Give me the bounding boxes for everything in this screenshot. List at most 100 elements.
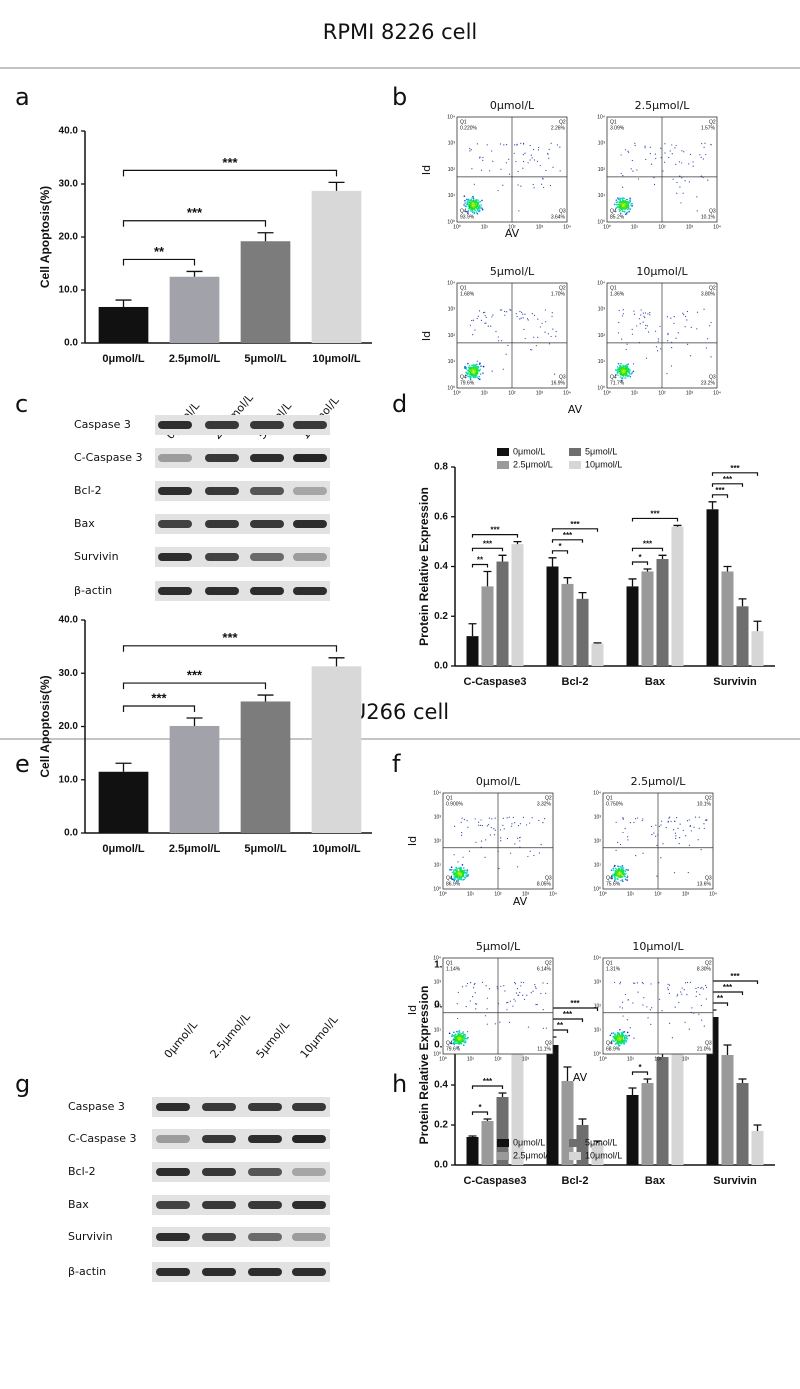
event-dot [469,150,471,152]
y-tick-label: 0.8 [434,1000,448,1011]
event-dot [480,206,482,208]
event-dot [466,198,468,201]
event-dot [646,1006,648,1008]
event-dot [660,824,662,826]
event-dot [704,819,707,821]
event-dot [668,984,671,986]
event-dot [612,869,615,871]
event-dot [612,1032,615,1034]
y-tick-label: 0.6 [434,511,448,522]
event-dot [461,864,464,866]
event-dot [619,364,621,367]
quadrant-value: 10.1% [697,801,712,807]
event-dot [629,197,631,200]
bar [496,1097,509,1165]
event-dot [453,871,455,874]
x-tick-label: 2.5μmol/L [169,843,221,855]
bar [671,526,684,666]
y-tick-label: 20.0 [59,232,79,243]
quadrant-name: Q4 [606,875,613,881]
event-dot [628,210,630,213]
event-dot [508,173,511,175]
event-dot [621,1036,624,1039]
legend-label: 2.5μmol/L [513,1150,553,1160]
event-dot [621,871,623,873]
quadrant-value: 0.220% [460,125,478,131]
x-tick-label: 10² [658,390,666,396]
event-dot [619,983,621,985]
x-tick-label: 10⁰ [603,390,611,396]
event-dot [458,871,461,873]
bar [481,1121,494,1165]
y-tick-label: 0.8 [434,462,448,473]
event-dot [702,158,704,160]
bar [671,1045,684,1165]
event-dot [472,367,475,369]
blot-band [250,454,284,462]
bar [706,509,719,666]
event-dot [618,1039,621,1042]
y-tick-label: 10⁰ [447,385,455,391]
event-dot [461,832,463,834]
event-dot [626,1019,628,1021]
event-dot [617,198,620,201]
event-dot [491,150,493,152]
event-dot [614,869,617,872]
event-dot [628,151,630,153]
event-dot [519,310,521,313]
event-dot [621,210,624,213]
event-dot [622,1031,625,1034]
quadrant-name: Q1 [460,119,467,125]
event-dot [642,312,644,314]
event-dot [681,993,683,995]
event-dot [506,1002,508,1004]
event-dot [654,330,657,332]
row-label: Caspase 3 [68,1100,125,1113]
event-dot [509,1000,511,1002]
event-dot [552,166,554,168]
event-dot [486,144,488,146]
event-dot [658,998,661,1000]
event-dot [516,315,518,318]
event-dot [463,1038,466,1040]
blot-band [156,1135,190,1143]
event-dot [500,985,502,987]
x-tick-label: 10⁴ [709,891,717,897]
event-dot [622,831,624,834]
event-dot [689,355,692,357]
event-dot [522,167,524,169]
event-dot [624,1039,627,1042]
event-dot [545,1027,547,1029]
event-dot [486,997,489,999]
x-tick-label: 10³ [522,1056,530,1062]
blot-band [292,1103,326,1111]
event-dot [466,820,468,822]
quadrant-name: Q2 [545,795,552,801]
event-dot [641,981,643,984]
event-dot [614,867,617,870]
blot-band [292,1268,326,1276]
event-dot [622,869,625,872]
event-dot [468,375,471,378]
x-tick-label: 10¹ [467,1056,475,1062]
event-dot [627,839,629,841]
event-dot [697,986,699,989]
legend-swatch [569,461,581,469]
event-dot [542,186,545,189]
event-dot [472,364,475,367]
blot-band [158,587,192,595]
event-dot [625,868,628,871]
event-dot [521,311,523,313]
event-dot [670,820,672,822]
event-dot [467,212,469,215]
event-dot [463,878,465,881]
event-dot [464,199,466,202]
event-dot [474,209,477,212]
event-dot [617,197,619,199]
quadrant-value: 71.7% [610,380,625,386]
event-dot [531,817,533,819]
event-dot [629,822,632,824]
event-dot [681,987,683,989]
event-dot [470,207,473,209]
blot-band [158,421,192,429]
